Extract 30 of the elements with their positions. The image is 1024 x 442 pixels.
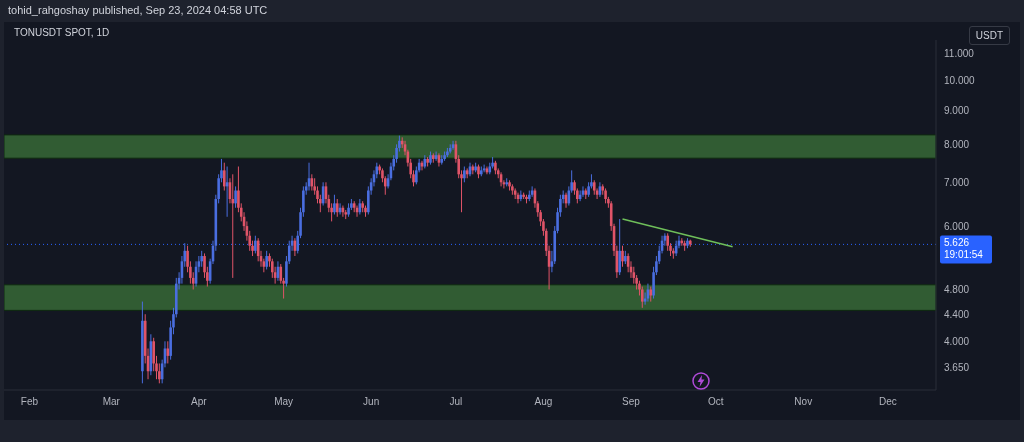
- x-tick-label: Feb: [20, 396, 39, 408]
- chart-subtitle: TONUSDT SPOT, 1D: [14, 27, 110, 38]
- x-tick-label: Nov: [794, 396, 813, 408]
- y-axis-title: USDT: [968, 26, 1010, 45]
- candlestick: [618, 218, 621, 276]
- text: 19:01:54: [944, 249, 984, 261]
- x-tick-label: Jul: [449, 396, 463, 408]
- y-tick-label: 11.000: [944, 48, 975, 60]
- candlestick: [234, 185, 237, 209]
- x-tick-label: May: [274, 396, 294, 408]
- ref-line-label: 5.626: [944, 237, 970, 249]
- y-tick-label: 4.000: [944, 335, 970, 347]
- y-tick-label: 10.000: [944, 75, 976, 87]
- y-tick-label: 4.400: [944, 308, 970, 320]
- y-tick-label: 7.000: [944, 176, 970, 188]
- x-tick-label: Dec: [879, 396, 897, 408]
- x-tick-label: Aug: [534, 396, 553, 408]
- y-tick-label: 8.000: [944, 138, 970, 150]
- candlestick: [333, 194, 336, 215]
- y-tick-label: 9.000: [944, 105, 970, 117]
- x-tick-label: Oct: [707, 396, 724, 408]
- y-tick-label: 4.800: [944, 284, 970, 296]
- chart-title: tohid_rahgoshay published, Sep 23, 2024 04:58 UTC: [8, 4, 268, 16]
- x-tick-label: Sep: [622, 396, 641, 408]
- x-tick-label: Jun: [363, 396, 380, 408]
- x-tick-label: Mar: [102, 396, 121, 408]
- x-tick-label: Apr: [191, 396, 208, 408]
- candlestick: [231, 173, 235, 279]
- y-tick-label: 3.650: [944, 361, 970, 373]
- y-tick-label: 6.000: [944, 220, 970, 232]
